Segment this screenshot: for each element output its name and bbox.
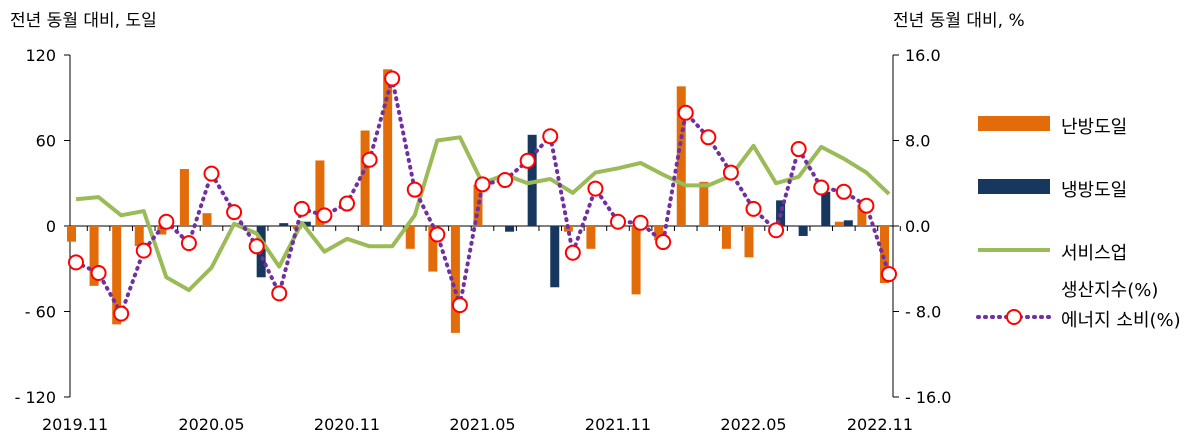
left-axis-title: 전년 동월 대비, 도일 [10, 11, 157, 31]
energy-consumption-marker [610, 213, 626, 230]
energy-consumption-marker [768, 222, 785, 239]
energy-consumption-marker [858, 197, 875, 214]
energy-consumption-marker [113, 305, 130, 322]
energy-consumption-marker [881, 266, 897, 283]
legend-label-energy: 에너지 소비(%) [1061, 310, 1181, 331]
energy-consumption-marker [722, 164, 739, 181]
legend-swatch-heating [978, 116, 1050, 131]
x-tick-label: 2020.11 [314, 415, 380, 434]
cooling-degree-bar [505, 226, 515, 232]
heating-degree-bar [857, 204, 867, 226]
legend-label-services-line1: 서비스업 [1061, 243, 1128, 264]
heating-degree-bar [473, 184, 483, 226]
legend-swatch-energy-marker [1006, 309, 1022, 325]
energy-consumption-marker [361, 151, 378, 168]
right-tick-label: 16.0 [905, 46, 941, 65]
heating-degree-bar [676, 86, 686, 226]
energy-consumption-marker [519, 152, 536, 169]
energy-consumption-marker [745, 200, 762, 217]
energy-consumption-marker [564, 244, 581, 261]
heating-degree-bar [89, 226, 99, 286]
legend-label-heating: 난방도일 [1061, 117, 1128, 138]
heating-degree-bar [67, 226, 76, 242]
energy-consumption-marker [700, 129, 717, 146]
energy-consumption-marker [271, 285, 288, 302]
energy-consumption-marker [587, 180, 604, 197]
left-tick-label: 0 [46, 217, 56, 236]
energy-consumption-marker [542, 128, 559, 145]
heating-degree-bar [586, 226, 596, 249]
heating-degree-bar [112, 226, 122, 325]
heating-degree-bar [631, 226, 641, 295]
heating-degree-bar [834, 221, 844, 226]
heating-degree-bar [179, 169, 189, 226]
left-tick-label: - 120 [15, 388, 56, 407]
energy-consumption-marker [632, 214, 649, 231]
cooling-degree-bar [798, 226, 808, 236]
right-tick-label: 8.0 [905, 132, 930, 151]
cooling-degree-bar [821, 191, 831, 226]
energy-consumption-marker [813, 179, 830, 196]
energy-consumption-marker [429, 226, 446, 243]
heating-degree-bar [450, 226, 460, 333]
energy-consumption-marker [497, 172, 514, 189]
energy-consumption-marker [203, 165, 220, 182]
heating-degree-bar [744, 226, 754, 258]
energy-consumption-marker [90, 265, 107, 282]
x-tick-label: 2019.11 [42, 415, 108, 434]
legend-swatch-cooling [978, 179, 1050, 194]
cooling-degree-bar [843, 220, 853, 226]
energy-consumption-marker [339, 195, 355, 212]
right-tick-label: - 16.0 [905, 388, 951, 407]
energy-consumption-marker [135, 242, 152, 259]
energy-consumption-marker [384, 70, 401, 87]
x-tick-label: 2021.11 [585, 415, 651, 434]
heating-degree-bar [134, 226, 144, 246]
energy-consumption-marker [406, 181, 423, 198]
right-axis-title: 전년 동월 대비, % [893, 11, 1025, 31]
x-tick-label: 2020.05 [178, 415, 244, 434]
energy-consumption-marker [474, 176, 491, 193]
heating-degree-bar [157, 226, 167, 235]
legend-label-services-line2: 생산지수(%) [1061, 280, 1159, 301]
energy-consumption-marker [158, 213, 175, 230]
energy-consumption-marker [293, 200, 310, 217]
energy-consumption-marker [68, 254, 84, 271]
left-tick-label: - 60 [25, 303, 56, 322]
heating-degree-bar [202, 213, 212, 226]
heating-degree-bar [360, 130, 370, 226]
left-tick-label: 120 [25, 46, 56, 65]
energy-consumption-marker [248, 238, 265, 255]
left-tick-label: 60 [36, 132, 56, 151]
energy-consumption-marker [451, 297, 468, 314]
x-tick-label: 2022.11 [847, 415, 913, 434]
energy-consumption-marker [790, 141, 807, 158]
energy-consumption-marker [226, 204, 243, 221]
heating-degree-bar [405, 226, 415, 249]
energy-consumption-marker [677, 104, 694, 121]
energy-consumption-marker [180, 235, 197, 252]
right-tick-label: - 8.0 [905, 303, 941, 322]
heating-degree-bar [315, 160, 325, 226]
heating-degree-bar [654, 226, 664, 241]
right-tick-label: 0.0 [905, 217, 930, 236]
x-tick-label: 2021.05 [449, 415, 515, 434]
energy-consumption-marker [655, 234, 672, 251]
heating-degree-bar [699, 181, 709, 226]
heating-degree-bar [721, 226, 731, 249]
heating-degree-bar [383, 69, 393, 226]
heating-degree-bar [428, 226, 438, 272]
energy-consumption-marker [316, 207, 333, 224]
legend-label-cooling: 냉방도일 [1061, 180, 1128, 201]
cooling-degree-bar [301, 221, 311, 226]
cooling-degree-bar [279, 223, 289, 226]
x-tick-label: 2022.05 [720, 415, 786, 434]
energy-consumption-marker [835, 183, 852, 200]
heating-degree-bar [880, 226, 889, 283]
cooling-degree-bar [550, 226, 560, 288]
